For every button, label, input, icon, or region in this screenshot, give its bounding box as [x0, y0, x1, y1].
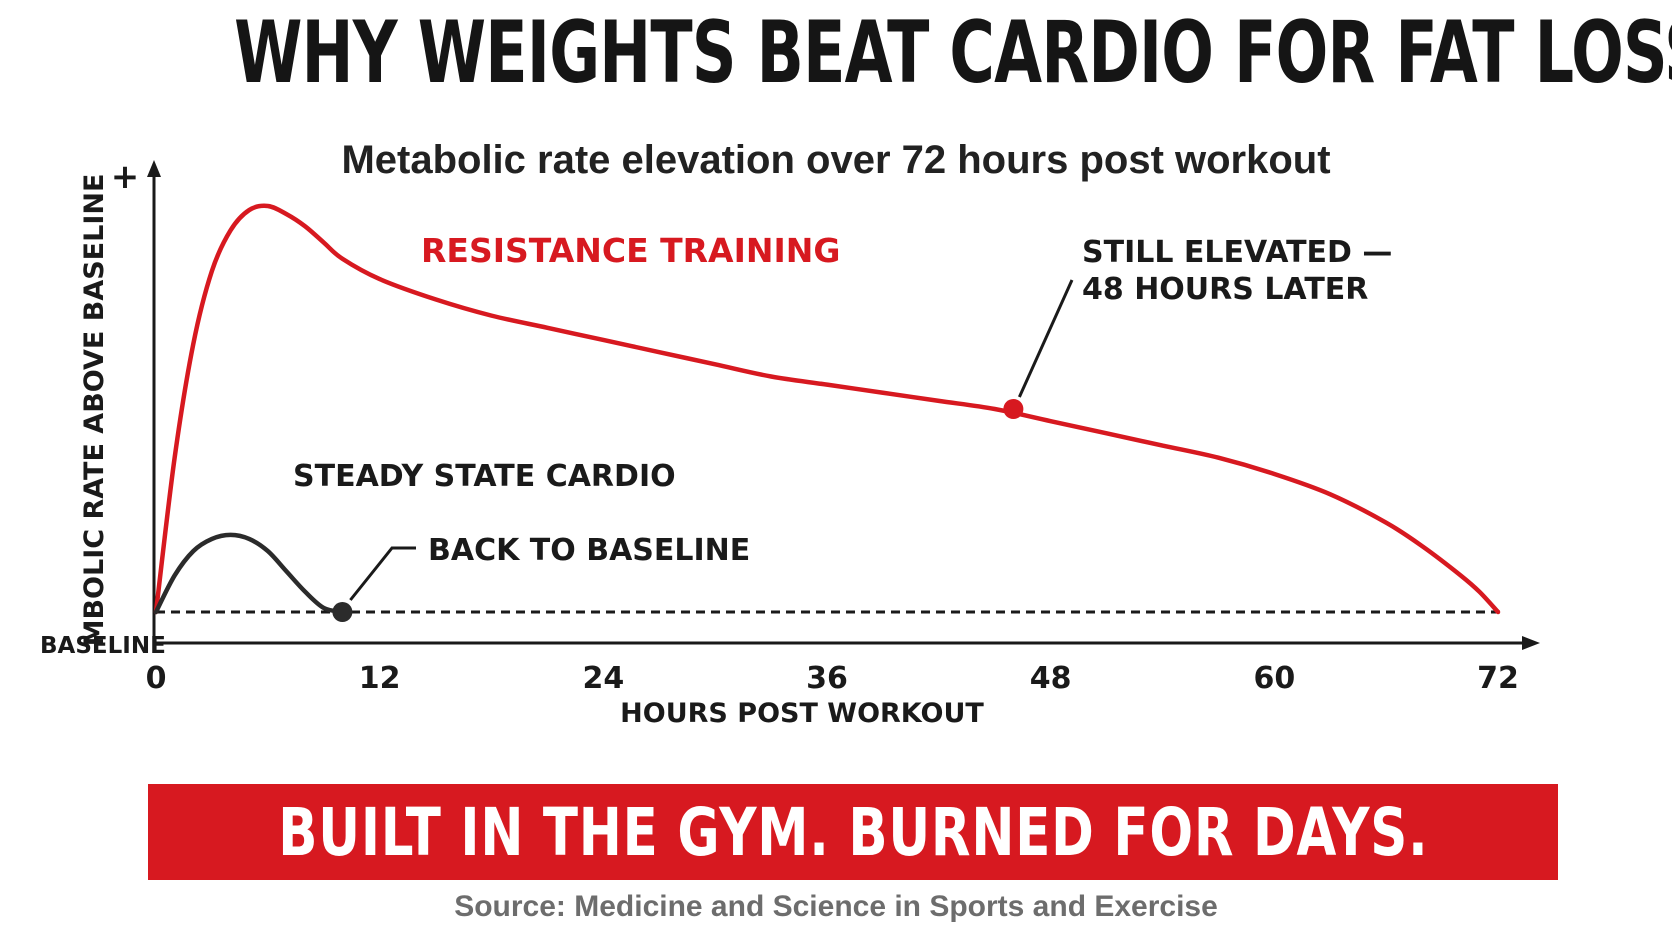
annotation-still-elevated-line1: STILL ELEVATED —	[1082, 235, 1392, 270]
chart-subtitle: Metabolic rate elevation over 72 hours p…	[341, 138, 1331, 182]
y-axis-label: MBOLIC RATE ABOVE BASELINE	[79, 174, 110, 647]
series-label-resistance-training: RESISTANCE TRAINING	[421, 231, 840, 270]
x-tick-label-0: 0	[146, 661, 167, 696]
source-note: Source: Medicine and Science in Sports a…	[454, 890, 1218, 923]
y-axis-plus-marker: +	[111, 157, 140, 197]
annotation-marker-still-elevated	[1003, 399, 1024, 419]
series-line-resistance-training	[153, 203, 1501, 615]
x-tick-label-72: 72	[1477, 661, 1519, 696]
x-tick-label-24: 24	[582, 661, 624, 696]
x-axis-arrow	[1522, 636, 1540, 650]
chart-title: WHY WEIGHTS BEAT CARDIO FOR FAT LOSS	[234, 3, 1672, 103]
annotation-leader-still-elevated	[1018, 279, 1074, 398]
series-line-steady-state-cardio	[153, 532, 345, 615]
x-tick-label-12: 12	[359, 661, 401, 696]
annotation-back-to-baseline: BACK TO BASELINE	[428, 533, 750, 568]
annotation-marker-back-to-baseline	[332, 602, 353, 622]
tagline-banner: BUILT IN THE GYM. BURNED FOR DAYS.	[148, 784, 1558, 880]
annotation-still-elevated-line2: 48 HOURS LATER	[1082, 272, 1368, 307]
tagline-text: BUILT IN THE GYM. BURNED FOR DAYS.	[277, 793, 1429, 871]
x-tick-label-60: 60	[1253, 661, 1295, 696]
x-tick-label-48: 48	[1030, 661, 1072, 696]
annotation-leader-back-to-baseline	[349, 546, 416, 601]
x-tick-label-36: 36	[806, 661, 848, 696]
x-axis-label: HOURS POST WORKOUT	[620, 698, 984, 729]
baseline-label: BASELINE	[40, 633, 166, 659]
series-label-steady-state-cardio: STEADY STATE CARDIO	[293, 459, 676, 494]
y-axis-arrow	[147, 160, 161, 177]
